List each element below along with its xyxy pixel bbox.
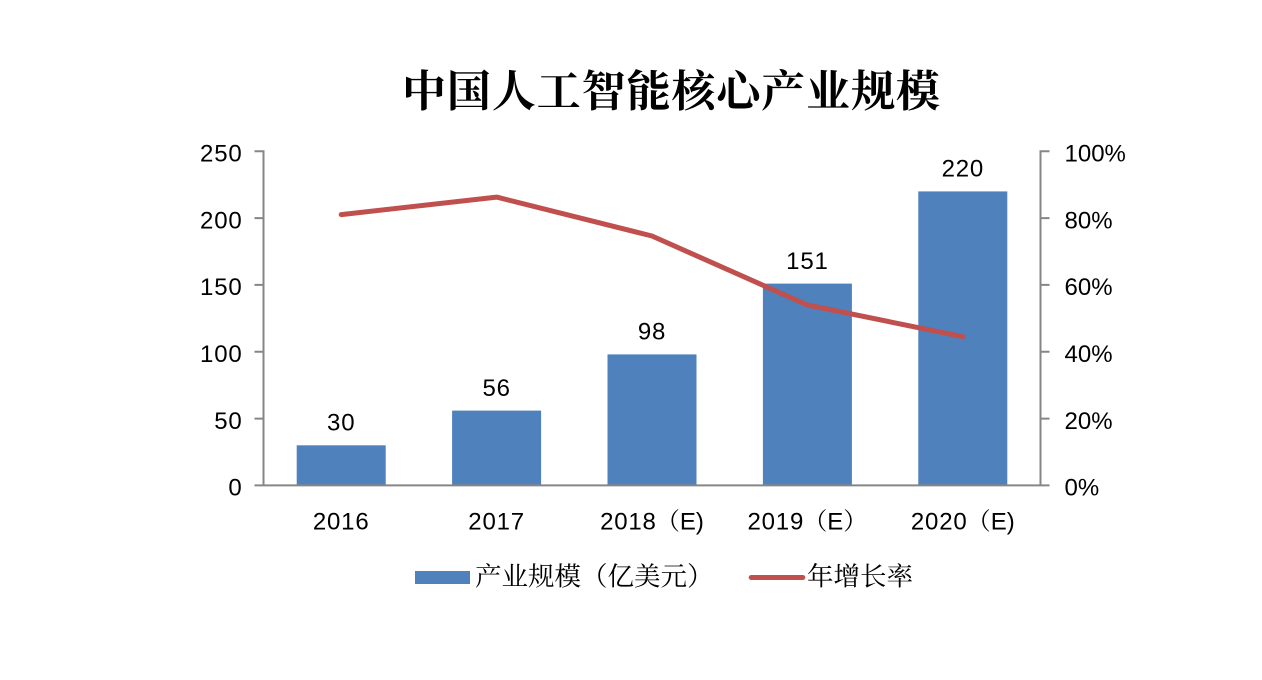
svg-text:2018: 2018 [600,509,657,536]
svg-text:0: 0 [228,475,242,502]
svg-text:0%: 0% [1065,475,1100,502]
svg-text:80%: 80% [1065,207,1113,234]
svg-text:2019: 2019 [748,509,805,536]
svg-text:2017: 2017 [468,509,525,536]
svg-text:60%: 60% [1065,274,1113,301]
svg-text:151: 151 [786,248,828,275]
svg-text:200: 200 [200,207,242,234]
svg-text:30: 30 [327,410,355,437]
svg-text:2020: 2020 [911,509,968,536]
svg-text:20%: 20% [1065,408,1113,435]
svg-text:40%: 40% [1065,341,1113,368]
svg-text:220: 220 [942,156,984,183]
svg-text:2016: 2016 [313,509,370,536]
svg-text:150: 150 [200,274,242,301]
svg-text:250: 250 [200,141,242,168]
svg-text:100: 100 [200,341,242,368]
svg-text:98: 98 [638,319,666,346]
svg-text:50: 50 [214,408,242,435]
svg-text:56: 56 [482,375,510,402]
svg-text:100%: 100% [1065,141,1126,168]
svg-text:E): E) [991,509,1015,536]
svg-text:E): E) [680,509,704,536]
svg-text:E: E [827,509,843,536]
